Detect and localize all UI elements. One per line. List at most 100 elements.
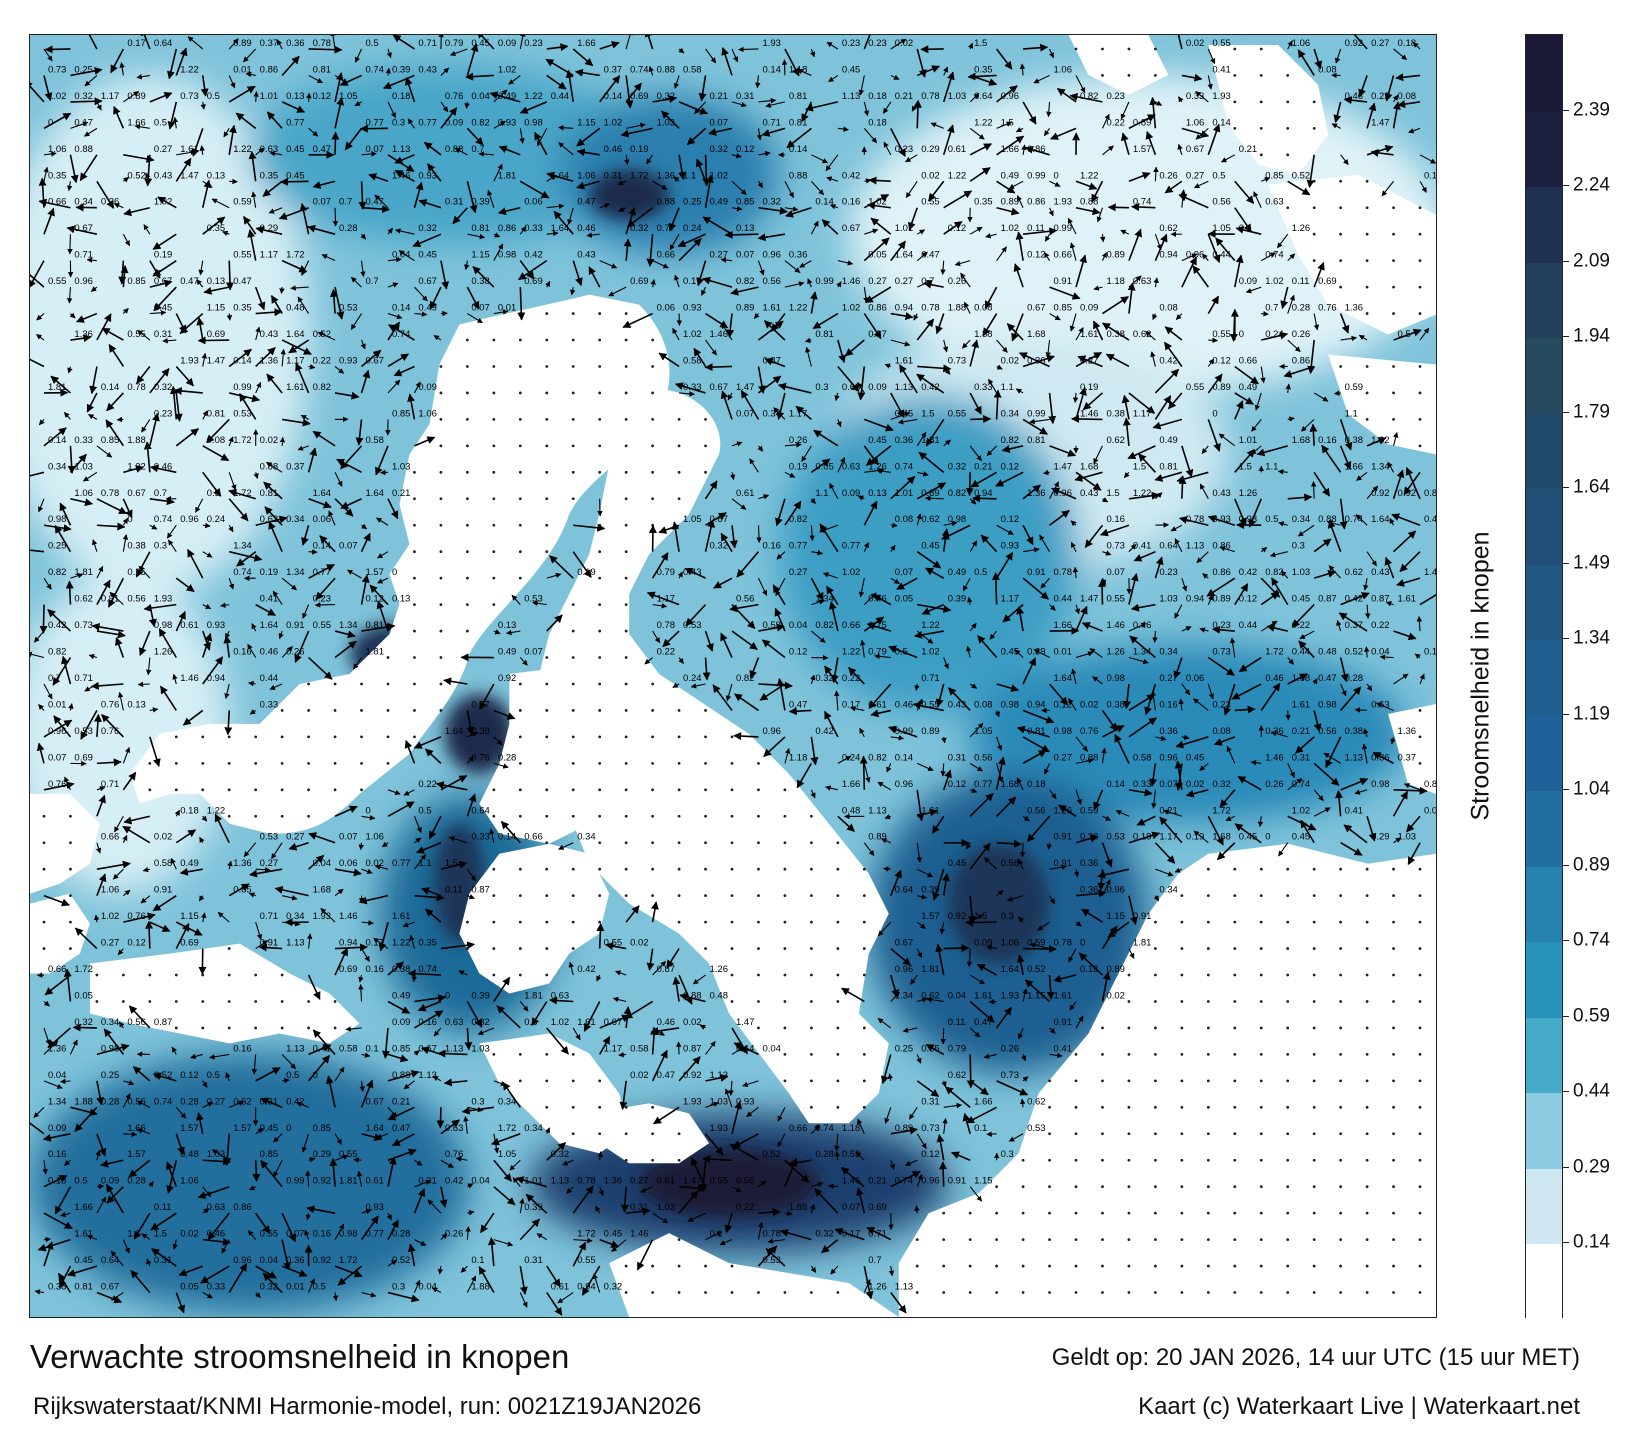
land-grid-dot xyxy=(1259,74,1263,77)
land-grid-dot xyxy=(1339,232,1343,236)
speed-label: 0.76 xyxy=(1318,303,1336,314)
land-grid-dot xyxy=(42,841,46,845)
land-grid-dot xyxy=(624,867,628,871)
current-arrow xyxy=(749,458,759,473)
current-arrow xyxy=(43,151,57,157)
current-arrow xyxy=(574,68,600,77)
speed-label: 0.38 xyxy=(471,726,489,737)
land-grid-dot xyxy=(518,894,522,898)
speed-label: 0.07 xyxy=(736,250,754,261)
land-grid-dot xyxy=(1339,1185,1343,1189)
speed-label: 1.15 xyxy=(207,303,225,314)
speed-label: 0.16 xyxy=(842,197,860,208)
current-vectors xyxy=(30,35,1436,1316)
speed-label: 0.43 xyxy=(1212,488,1230,499)
current-arrow xyxy=(727,392,733,401)
speed-label: 1.47 xyxy=(1424,567,1436,578)
speed-label: 1.57 xyxy=(180,1123,198,1134)
current-arrow xyxy=(1234,400,1244,420)
current-arrow xyxy=(288,339,310,354)
land-grid-dot xyxy=(624,629,628,633)
current-arrow xyxy=(705,48,717,64)
current-arrow xyxy=(1022,101,1037,125)
speed-label: 1.64 xyxy=(286,329,304,340)
current-arrow xyxy=(625,206,637,235)
current-arrow xyxy=(1128,392,1156,414)
land-grid-dot xyxy=(1392,1053,1395,1056)
speed-label: 1.5 xyxy=(974,911,987,922)
speed-label: 0.73 xyxy=(1001,1070,1019,1081)
land-grid-dot xyxy=(1392,259,1395,263)
land-grid-dot xyxy=(492,418,496,421)
land-grid-dot xyxy=(809,1053,813,1056)
speed-label: 0.7 xyxy=(1265,303,1278,314)
land-grid-dot xyxy=(1365,1238,1369,1242)
current-arrow xyxy=(935,313,945,335)
current-arrow xyxy=(870,217,892,235)
speed-label: 1.06 xyxy=(1001,938,1019,949)
land-grid-dot xyxy=(598,444,602,448)
current-arrow xyxy=(837,260,854,266)
speed-label: 1.17 xyxy=(101,91,119,102)
speed-label: 1.64 xyxy=(1001,964,1019,975)
speed-label: 1.66 xyxy=(127,117,145,128)
land-grid-dot xyxy=(571,814,575,818)
land-grid-dot xyxy=(492,523,496,527)
speed-label: 0.06 xyxy=(524,197,542,208)
speed-label: 0.92 xyxy=(313,1255,331,1266)
current-arrow xyxy=(1193,180,1209,189)
speed-label: 0.04 xyxy=(418,1282,436,1293)
current-arrow xyxy=(1120,101,1130,120)
speed-label: 0.85 xyxy=(736,197,754,208)
land-grid-dot xyxy=(1101,1291,1104,1294)
speed-label: 0.38 xyxy=(1345,435,1363,446)
current-arrow xyxy=(1121,394,1130,420)
land-grid-dot xyxy=(1286,1238,1290,1242)
speed-label: 0.02 xyxy=(683,1017,701,1028)
speed-label: 0.55 xyxy=(921,699,939,710)
land-grid-dot xyxy=(1339,1158,1343,1162)
speed-label: 0.28 xyxy=(498,752,516,763)
land-grid-dot xyxy=(227,1000,231,1003)
land-grid-dot xyxy=(1418,259,1422,263)
land-grid-dot xyxy=(730,735,734,739)
land-grid-dot xyxy=(1259,100,1263,104)
current-arrow xyxy=(836,419,842,428)
speed-label: 0.38 xyxy=(1345,726,1363,737)
land-grid-dot xyxy=(1101,1079,1104,1083)
speed-label: 0.32 xyxy=(154,382,172,393)
speed-label: 0.23 xyxy=(895,144,913,155)
speed-label: 0.96 xyxy=(1186,250,1204,261)
land-grid-dot xyxy=(1127,74,1131,77)
land-grid-dot xyxy=(545,973,549,977)
current-arrow xyxy=(1207,419,1221,452)
current-arrow xyxy=(1154,395,1172,420)
speed-label: 1.46 xyxy=(1106,620,1124,631)
speed-label: 0.92 xyxy=(1398,488,1416,499)
land-grid-dot xyxy=(651,391,655,395)
current-arrow xyxy=(162,337,177,344)
speed-label: 0.82 xyxy=(48,647,66,658)
current-arrow xyxy=(1181,73,1203,82)
land-grid-dot xyxy=(1180,1132,1184,1136)
land-grid-dot xyxy=(624,735,628,739)
speed-label: 0.39 xyxy=(524,1202,542,1213)
land-grid-dot xyxy=(333,709,337,712)
land-grid-dot xyxy=(1392,391,1395,395)
speed-label: 0.7 xyxy=(154,488,167,499)
land-grid-dot xyxy=(1339,1264,1343,1268)
speed-label: 1.13 xyxy=(286,1043,304,1054)
speed-label: 0.89 xyxy=(921,726,939,737)
speed-label: 0.53 xyxy=(524,594,542,605)
speed-label: 0.04 xyxy=(392,250,410,261)
land-grid-dot xyxy=(624,470,628,474)
current-arrow xyxy=(1149,96,1158,129)
land-grid-dot xyxy=(518,1079,522,1083)
speed-label: 0.09 xyxy=(498,38,516,49)
speed-label: 1.03 xyxy=(657,1202,675,1213)
current-arrow xyxy=(152,233,177,250)
speed-label: 0.37 xyxy=(260,38,278,49)
land-grid-dot xyxy=(492,470,496,474)
speed-label: 0.85 xyxy=(392,408,410,419)
speed-label: 0.26 xyxy=(1265,779,1283,790)
